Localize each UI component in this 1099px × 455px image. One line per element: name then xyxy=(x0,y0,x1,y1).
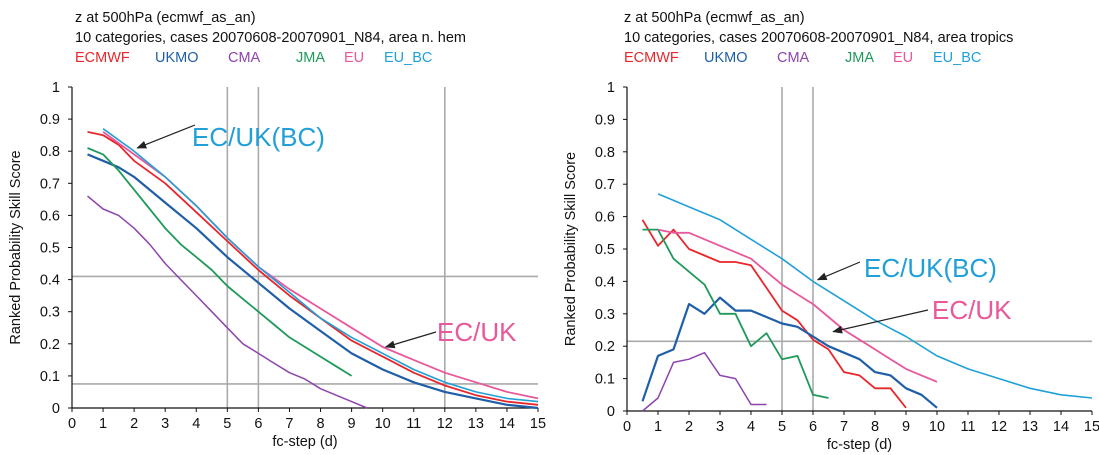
y-tick-label: 0.5 xyxy=(595,242,615,258)
x-tick-label: 13 xyxy=(1022,419,1038,435)
x-tick-label: 7 xyxy=(285,416,293,432)
series-line-ecmwf xyxy=(641,219,907,409)
annotation-ec-uk-bc: EC/UK(BC) xyxy=(192,122,325,152)
legend-entry-ecmwf: ECMWF xyxy=(624,50,679,66)
series-line-jma xyxy=(87,147,353,377)
legend-entry-ukmo: UKMO xyxy=(155,50,199,66)
series-line-cma xyxy=(87,195,368,409)
annotation-ec-uk: EC/UK xyxy=(932,295,1012,325)
y-tick-label: 0.8 xyxy=(595,145,615,161)
x-tick-label: 0 xyxy=(68,416,76,432)
legend-entry-jma: JMA xyxy=(296,50,325,66)
legend-entry-eu-bc: EU_BC xyxy=(933,50,981,66)
y-tick-label: 1 xyxy=(607,80,615,96)
x-tick-label: 13 xyxy=(468,416,484,432)
x-tick-label: 6 xyxy=(254,416,262,432)
y-tick-label: 0 xyxy=(607,404,615,420)
y-axis-label: Ranked Probability Skill Score xyxy=(8,150,24,344)
x-tick-label: 4 xyxy=(192,416,200,432)
series-line-ecmwf xyxy=(87,131,539,406)
y-tick-label: 0.7 xyxy=(595,177,615,193)
annotation-arrow xyxy=(816,261,861,281)
y-tick-label: 0.7 xyxy=(40,176,60,192)
x-tick-label: 11 xyxy=(960,419,975,435)
y-tick-label: 0.1 xyxy=(595,372,615,388)
legend-entry-ukmo: UKMO xyxy=(704,50,748,66)
annotation-ec-uk-bc: EC/UK(BC) xyxy=(864,253,997,283)
x-tick-label: 7 xyxy=(840,419,848,435)
y-tick-label: 0.9 xyxy=(40,112,60,128)
annotation-arrow xyxy=(384,331,437,349)
x-tick-label: 9 xyxy=(348,416,356,432)
x-tick-label: 10 xyxy=(929,419,945,435)
x-tick-label: 5 xyxy=(223,416,231,432)
legend-entry-cma: CMA xyxy=(777,50,810,66)
legend-entry-ecmwf: ECMWF xyxy=(75,50,130,66)
x-tick-label: 0 xyxy=(623,419,631,435)
x-tick-label: 2 xyxy=(685,419,693,435)
series-line-eu xyxy=(657,228,938,383)
y-tick-label: 0.4 xyxy=(40,273,60,289)
chart-subtitle: 10 categories, cases 20070608-20070901_N… xyxy=(75,30,466,46)
annotation-arrow xyxy=(136,124,196,149)
x-tick-label: 10 xyxy=(375,416,391,432)
x-tick-label: 8 xyxy=(316,416,324,432)
series-line-jma xyxy=(642,228,829,399)
legend-entry-eu: EU xyxy=(893,50,913,66)
x-tick-label: 1 xyxy=(99,416,107,432)
annotation-ec-uk: EC/UK xyxy=(437,317,517,347)
series-line-cma xyxy=(642,351,767,412)
series-line-eu-bc xyxy=(657,193,1093,399)
chart-title: z at 500hPa (ecmwf_as_an) xyxy=(624,10,805,26)
y-axis-label: Ranked Probability Skill Score xyxy=(563,152,579,346)
x-tick-label: 2 xyxy=(130,416,138,432)
chart-subtitle: 10 categories, cases 20070608-20070901_N… xyxy=(624,30,1013,46)
x-tick-label: 4 xyxy=(747,419,755,435)
legend-entry-eu-bc: EU_BC xyxy=(384,50,432,66)
x-axis-label: fc-step (d) xyxy=(827,437,892,453)
x-tick-label: 3 xyxy=(161,416,169,432)
chart-panel-2: z at 500hPa (ecmwf_as_an) 10 categories, … xyxy=(563,10,1099,453)
y-tick-label: 0.3 xyxy=(40,305,60,321)
x-tick-label: 15 xyxy=(1084,419,1099,435)
x-tick-label: 12 xyxy=(991,419,1007,435)
x-tick-label: 5 xyxy=(778,419,786,435)
x-tick-label: 11 xyxy=(406,416,421,432)
legend-entry-cma: CMA xyxy=(228,50,261,66)
x-tick-label: 12 xyxy=(437,416,453,432)
x-tick-label: 6 xyxy=(809,419,817,435)
series-line-eu-bc xyxy=(102,128,539,403)
y-tick-label: 0.6 xyxy=(40,208,60,224)
annotation-arrow xyxy=(832,309,929,334)
series-line-ukmo xyxy=(87,153,539,410)
legend-entry-eu: EU xyxy=(344,50,364,66)
chart-title: z at 500hPa (ecmwf_as_an) xyxy=(75,10,256,26)
x-tick-label: 8 xyxy=(871,419,879,435)
y-tick-label: 0.3 xyxy=(595,307,615,323)
x-axis-label: fc-step (d) xyxy=(272,434,337,450)
x-tick-label: 9 xyxy=(902,419,910,435)
x-tick-label: 14 xyxy=(1053,419,1069,435)
x-tick-label: 3 xyxy=(716,419,724,435)
y-tick-label: 1 xyxy=(52,80,60,96)
series-line-ukmo xyxy=(641,296,938,409)
legend-entry-jma: JMA xyxy=(845,50,874,66)
x-tick-label: 1 xyxy=(654,419,662,435)
y-tick-label: 0.5 xyxy=(40,241,60,257)
chart-panel-1: z at 500hPa (ecmwf_as_an) 10 categories, … xyxy=(8,10,546,450)
series-line-eu xyxy=(102,131,539,400)
y-tick-label: 0.1 xyxy=(40,369,60,385)
y-tick-label: 0.9 xyxy=(595,112,615,128)
y-tick-label: 0.2 xyxy=(595,339,615,355)
x-tick-label: 15 xyxy=(530,416,546,432)
y-tick-label: 0.6 xyxy=(595,210,615,226)
y-tick-label: 0.2 xyxy=(40,337,60,353)
y-tick-label: 0.8 xyxy=(40,144,60,160)
y-tick-label: 0.4 xyxy=(595,274,615,290)
y-tick-label: 0 xyxy=(52,401,60,417)
x-tick-label: 14 xyxy=(499,416,515,432)
